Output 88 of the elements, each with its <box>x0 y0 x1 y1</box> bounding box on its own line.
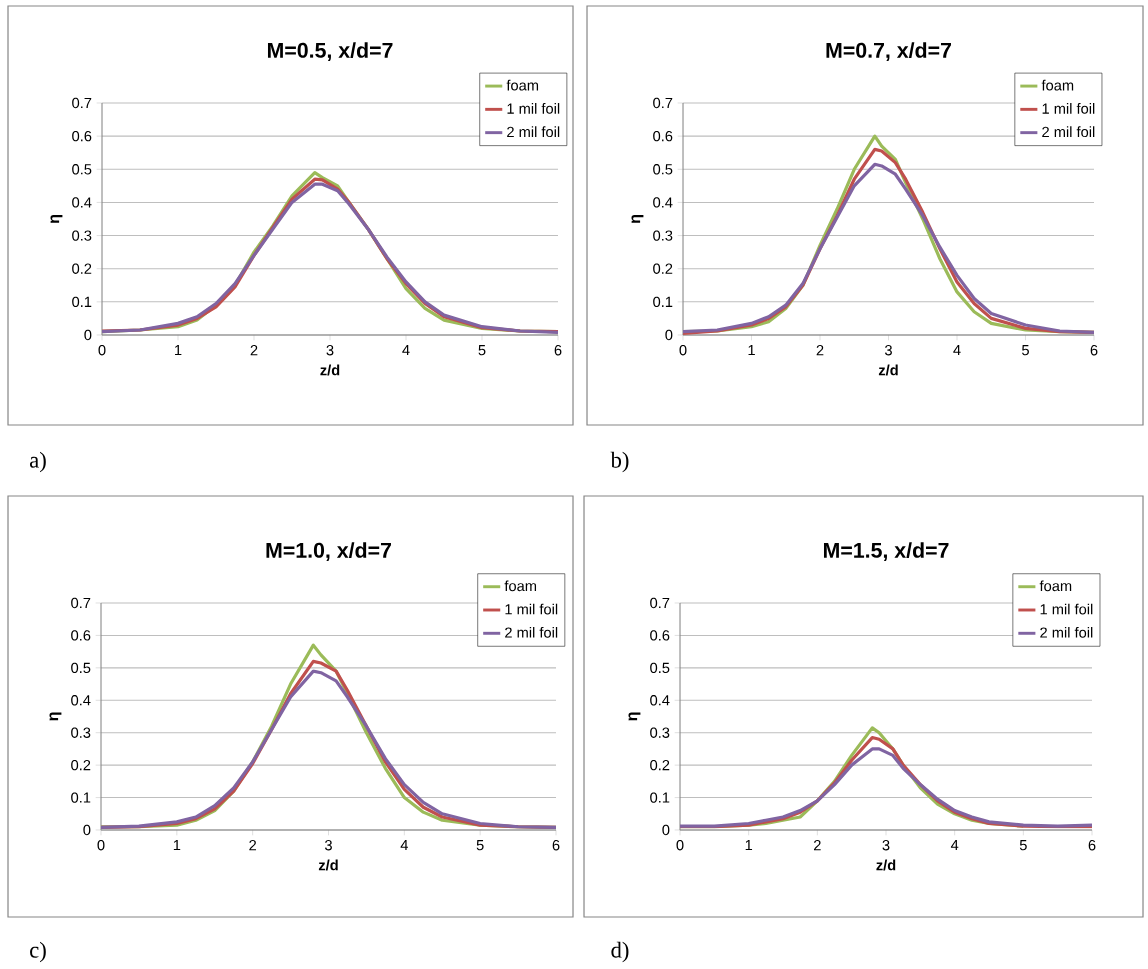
y-tick-label: 0.7 <box>650 597 670 609</box>
x-tick-label: 5 <box>1022 345 1029 356</box>
text: c) <box>30 941 46 963</box>
x-tick-label: 4 <box>953 345 961 356</box>
legend-label: 1 mil foil <box>1042 103 1095 114</box>
x-tick-label: 4 <box>400 840 408 851</box>
x-tick-label: 4 <box>402 345 410 356</box>
y-tick-label: 0.6 <box>650 630 670 641</box>
y-tick-label: 0.3 <box>71 727 91 738</box>
legend-label: 2 mil foil <box>505 626 558 638</box>
x-tick-label: 6 <box>554 345 562 356</box>
y-tick-label: 0.3 <box>653 230 673 241</box>
y-tick-label: 0.1 <box>650 792 670 803</box>
y-tick-label: 0.6 <box>72 130 92 142</box>
y-tick-label: 0.6 <box>71 630 91 641</box>
x-tick-label: 3 <box>324 840 332 851</box>
x-axis-title: z/d <box>878 364 898 376</box>
y-tick-label: 0.5 <box>72 164 92 175</box>
x-tick-label: 0 <box>98 345 106 356</box>
x-tick-label: 3 <box>326 345 334 356</box>
y-tick-label: 0.5 <box>71 662 91 674</box>
x-tick-label: 0 <box>679 345 687 356</box>
x-tick-label: 6 <box>1088 840 1096 851</box>
y-tick-label: 0.7 <box>71 597 91 609</box>
y-tick-label: 0 <box>84 329 92 341</box>
y-tick-label: 0.3 <box>72 230 92 241</box>
y-axis-title: η <box>628 712 641 721</box>
x-tick-label: 2 <box>814 840 821 851</box>
x-tick-label: 4 <box>950 840 959 851</box>
x-tick-label: 1 <box>745 840 753 851</box>
legend-label: 2 mil foil <box>507 126 560 138</box>
legend-label: 1 mil foil <box>505 603 558 615</box>
x-axis-title: z/d <box>876 859 896 871</box>
y-tick-label: 0.7 <box>653 97 673 109</box>
y-tick-label: 0.3 <box>650 727 670 738</box>
legend-label: 1 mil foil <box>507 103 560 114</box>
x-tick-label: 5 <box>476 840 484 851</box>
text: b) <box>610 451 629 473</box>
x-tick-label: 3 <box>882 840 890 851</box>
x-tick-label: 5 <box>478 345 486 356</box>
legend-label: foam <box>1041 79 1074 91</box>
legend-label: foam <box>506 79 539 91</box>
y-tick-label: 0.4 <box>653 197 673 208</box>
y-axis-title: η <box>50 215 63 224</box>
x-axis-title: z/d <box>320 364 340 376</box>
x-tick-label: 0 <box>97 840 105 851</box>
chart-title: M=1.0, x/d=7 <box>266 542 391 561</box>
y-tick-label: 0.5 <box>653 164 673 175</box>
y-axis-title: η <box>631 215 644 224</box>
x-tick-label: 6 <box>552 840 560 851</box>
y-tick-label: 0 <box>662 824 670 836</box>
y-tick-label: 0.4 <box>72 197 92 208</box>
y-tick-label: 0.1 <box>653 296 673 308</box>
x-tick-label: 6 <box>1090 345 1098 356</box>
legend-label: 1 mil foil <box>1040 603 1093 615</box>
x-tick-label: 1 <box>748 345 755 356</box>
y-tick-label: 0.2 <box>71 759 91 771</box>
legend-label: foam <box>504 580 537 592</box>
y-tick-label: 0.1 <box>71 792 91 803</box>
y-tick-label: 0.2 <box>72 263 92 274</box>
chart-title: M=0.5, x/d=7 <box>267 42 393 61</box>
y-tick-label: 0.7 <box>72 97 92 109</box>
x-tick-label: 3 <box>884 345 892 356</box>
x-tick-label: 2 <box>249 840 257 851</box>
y-tick-label: 0 <box>83 824 91 836</box>
x-axis-title: z/d <box>318 859 338 871</box>
chart-title: M=1.5, x/d=7 <box>823 542 949 561</box>
y-tick-label: 0.4 <box>650 695 670 706</box>
y-tick-label: 0 <box>665 329 673 341</box>
x-tick-label: 2 <box>250 345 258 356</box>
y-tick-label: 0.1 <box>72 296 92 308</box>
text: d) <box>611 941 629 963</box>
x-tick-label: 5 <box>1019 840 1027 851</box>
y-tick-label: 0.2 <box>650 759 670 771</box>
y-tick-label: 0.6 <box>653 130 673 142</box>
legend-label: foam <box>1039 580 1072 592</box>
x-tick-label: 0 <box>676 840 684 851</box>
x-tick-label: 1 <box>173 840 181 851</box>
y-axis-title: η <box>49 712 62 721</box>
x-tick-label: 2 <box>816 345 824 356</box>
chart-title: M=0.7, x/d=7 <box>826 42 951 61</box>
legend-label: 2 mil foil <box>1042 126 1095 138</box>
legend-label: 2 mil foil <box>1040 626 1093 638</box>
x-tick-label: 1 <box>175 345 182 356</box>
y-tick-label: 0.5 <box>650 662 670 674</box>
y-tick-label: 0.4 <box>71 695 91 706</box>
y-tick-label: 0.2 <box>653 263 673 274</box>
text: a) <box>30 451 46 473</box>
